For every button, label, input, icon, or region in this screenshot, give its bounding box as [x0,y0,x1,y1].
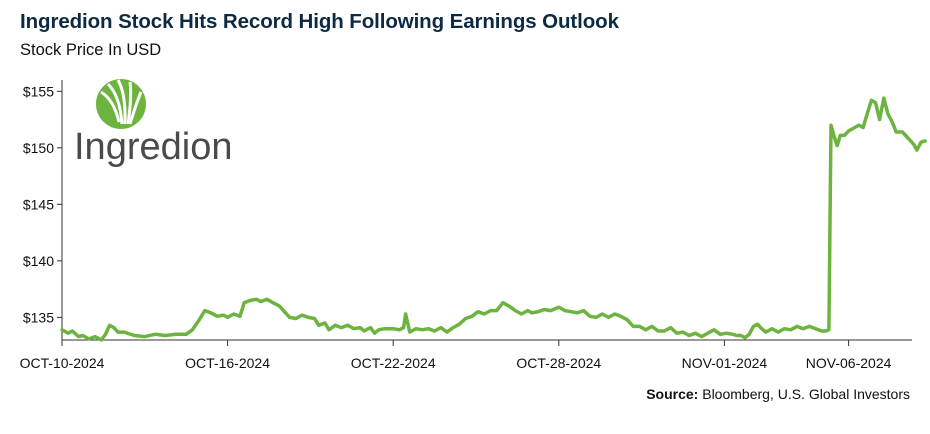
chart-subtitle: Stock Price In USD [20,41,162,59]
source-text: Bloomberg, U.S. Global Investors [698,386,910,402]
x-tick-label: OCT-22-2024 [351,355,436,371]
y-tick-label: $135 [23,309,54,325]
source-note: Source: Bloomberg, U.S. Global Investors [646,386,910,402]
x-axis-ticks: OCT-10-2024 OCT-16-2024 OCT-22-2024 OCT-28-… [20,340,892,371]
logo-text: Ingredion [74,126,232,168]
x-tick-label: OCT-16-2024 [185,355,270,371]
x-tick-label: OCT-28-2024 [516,355,601,371]
y-tick-label: $150 [23,140,54,156]
y-tick-label: $155 [23,83,54,99]
price-line [60,96,927,342]
y-axis-ticks: $135 $140 $145 $150 $155 [23,83,62,325]
x-tick-label: NOV-01-2024 [682,355,768,371]
x-tick-label: OCT-10-2024 [20,355,105,371]
y-tick-label: $140 [23,253,54,269]
source-label: Source: [646,386,699,402]
x-tick-label: NOV-06-2024 [806,355,892,371]
ingredion-logo: Ingredion [74,79,232,168]
y-tick-label: $145 [23,196,54,212]
chart-title: Ingredion Stock Hits Record High Followi… [20,10,619,33]
ingredion-leaf-icon [96,79,146,129]
